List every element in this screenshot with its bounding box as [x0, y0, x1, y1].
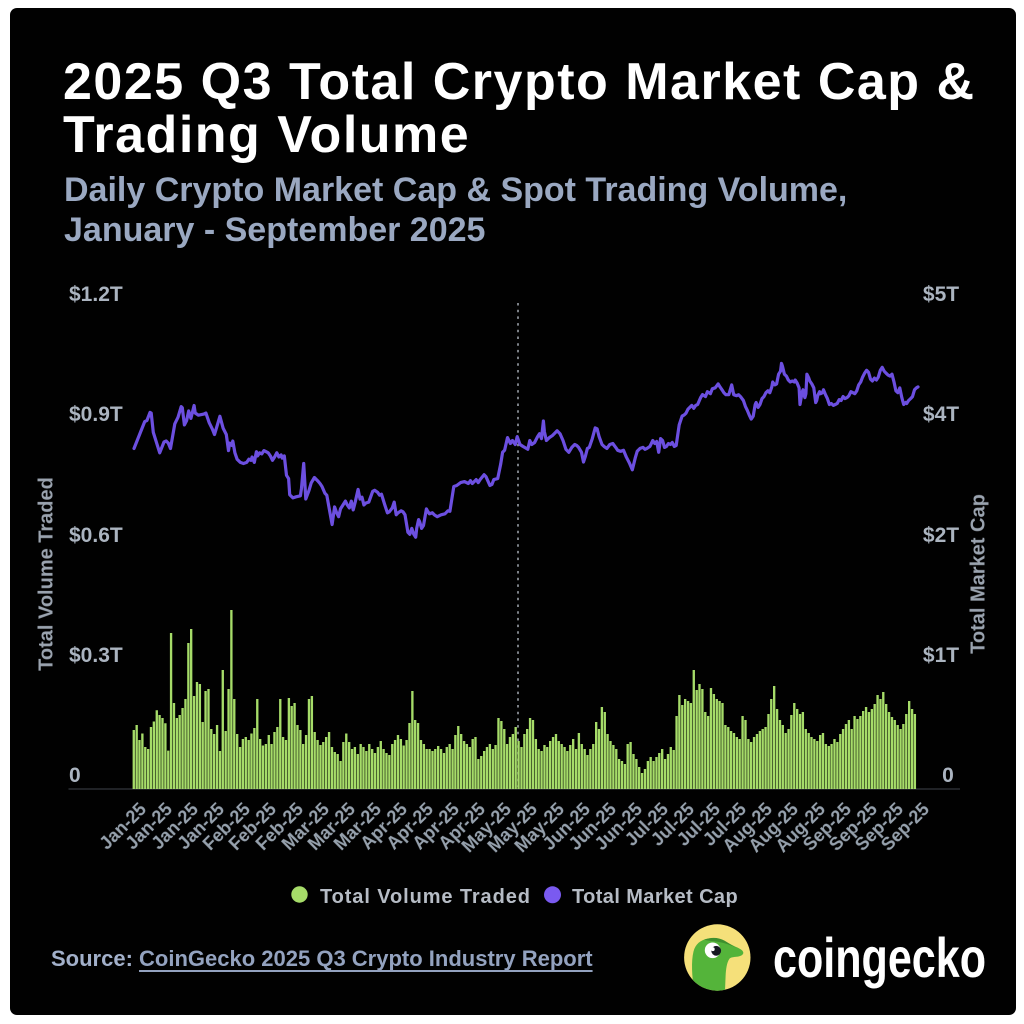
svg-text:coingecko: coingecko [773, 926, 986, 989]
